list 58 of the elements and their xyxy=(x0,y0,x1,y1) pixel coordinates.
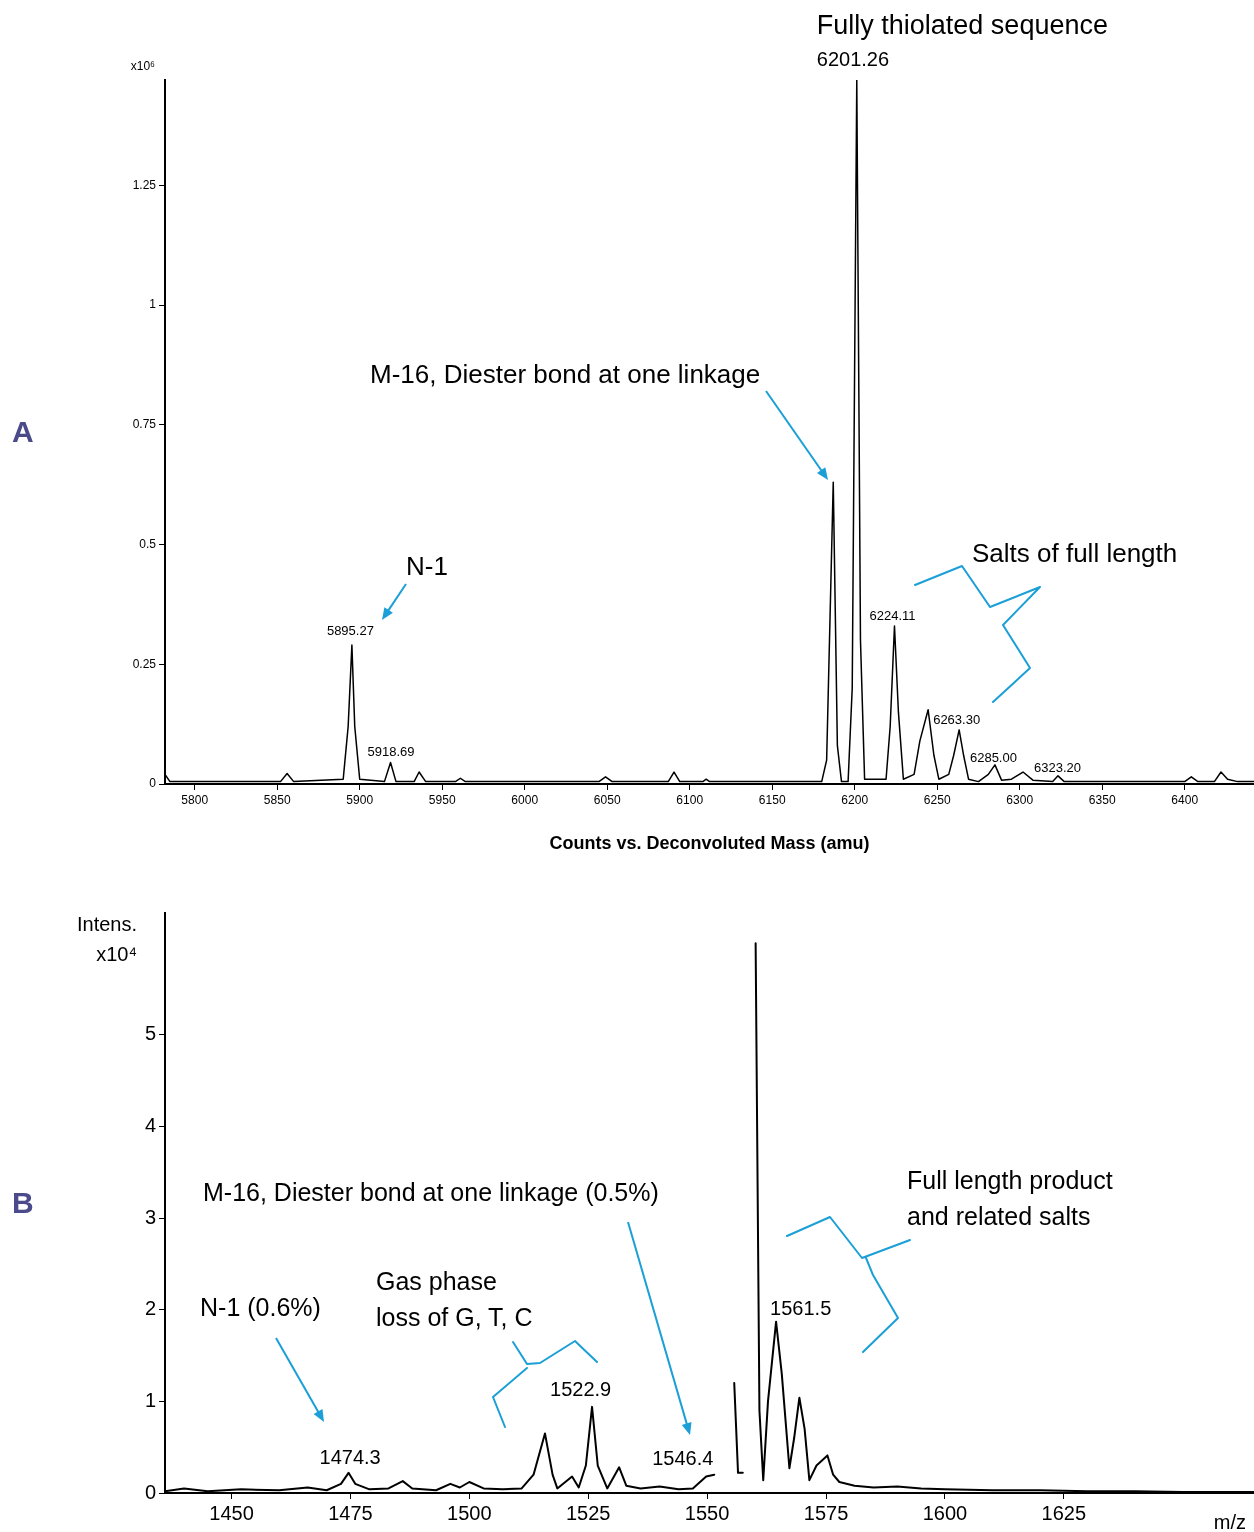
x-tick-label: 6200 xyxy=(841,792,869,807)
annotation: 1546.4 xyxy=(652,1446,714,1469)
x-axis-title: Counts vs. Deconvoluted Mass (amu) xyxy=(549,833,870,853)
y-tick-label: 0.25 xyxy=(132,656,157,671)
x-axis-title: m/z xyxy=(1213,1511,1246,1532)
y-tick-label: 3 xyxy=(144,1205,156,1228)
x-tick-label: 5950 xyxy=(428,792,456,807)
annotation: 1474.3 xyxy=(319,1445,381,1468)
x-tick-label: 1575 xyxy=(803,1501,849,1524)
annotation: M-16, Diester bond at one linkage xyxy=(370,359,761,389)
annotation: Salts of full length xyxy=(972,538,1178,568)
y-tick-label: 1 xyxy=(149,297,157,312)
annotation: 6224.11 xyxy=(869,607,916,623)
x-tick-label: 6000 xyxy=(511,792,539,807)
x-tick-label: 6300 xyxy=(1006,792,1034,807)
x-tick-label: 6050 xyxy=(593,792,621,807)
annotation: Gas phase loss of G, T, C xyxy=(376,1267,533,1331)
annotation: 6285.00 xyxy=(969,749,1017,765)
x-tick-label: 1625 xyxy=(1041,1501,1087,1524)
y-tick-label: 2 xyxy=(144,1297,156,1320)
annotation: Full length product and related salts xyxy=(907,1166,1113,1230)
x-tick-label: 5800 xyxy=(181,792,209,807)
x-tick-label: 6150 xyxy=(758,792,786,807)
annotation: N-1 (0.6%) xyxy=(200,1293,321,1321)
y-axis-title: x10⁶ xyxy=(130,59,156,73)
annotation: 6201.26 xyxy=(816,48,890,70)
x-tick-label: 6100 xyxy=(676,792,704,807)
y-tick-label: 0.5 xyxy=(139,536,157,551)
y-tick-label: 0.75 xyxy=(132,417,157,432)
annotation: 5895.27 xyxy=(326,623,374,639)
annotation: 5918.69 xyxy=(367,744,415,760)
x-tick-label: 1525 xyxy=(565,1501,611,1524)
annotation: N-1 xyxy=(406,551,448,581)
y-tick-label: 4 xyxy=(144,1114,156,1137)
annotation: 6323.20 xyxy=(1033,759,1081,775)
x-tick-label: 5900 xyxy=(346,792,374,807)
x-tick-label: 1475 xyxy=(328,1501,373,1524)
annotation: M-16, Diester bond at one linkage (0.5%) xyxy=(203,1178,659,1206)
text: B xyxy=(12,1186,34,1219)
x-tick-label: 1550 xyxy=(684,1501,730,1524)
y-tick-label: 0 xyxy=(149,776,157,791)
x-tick-label: 1450 xyxy=(209,1501,254,1524)
x-tick-label: 6400 xyxy=(1171,792,1199,807)
annotation: Fully thiolated sequence xyxy=(816,10,1108,40)
annotation: 6263.30 xyxy=(933,711,981,727)
y-tick-label: 5 xyxy=(144,1022,156,1045)
x-tick-label: 1600 xyxy=(922,1501,968,1524)
x-tick-label: 6350 xyxy=(1088,792,1116,807)
y-axis-title: Intens. x10⁴ xyxy=(76,913,137,965)
y-tick-label: 0 xyxy=(144,1480,156,1503)
y-tick-label: 1 xyxy=(144,1388,156,1411)
x-tick-label: 1500 xyxy=(447,1501,492,1524)
x-tick-label: 5850 xyxy=(263,792,291,807)
y-tick-label: 1.25 xyxy=(132,177,157,192)
text: A xyxy=(12,415,34,448)
annotation: 1561.5 xyxy=(770,1296,832,1319)
x-tick-label: 6250 xyxy=(923,792,951,807)
annotation: 1522.9 xyxy=(550,1377,612,1400)
